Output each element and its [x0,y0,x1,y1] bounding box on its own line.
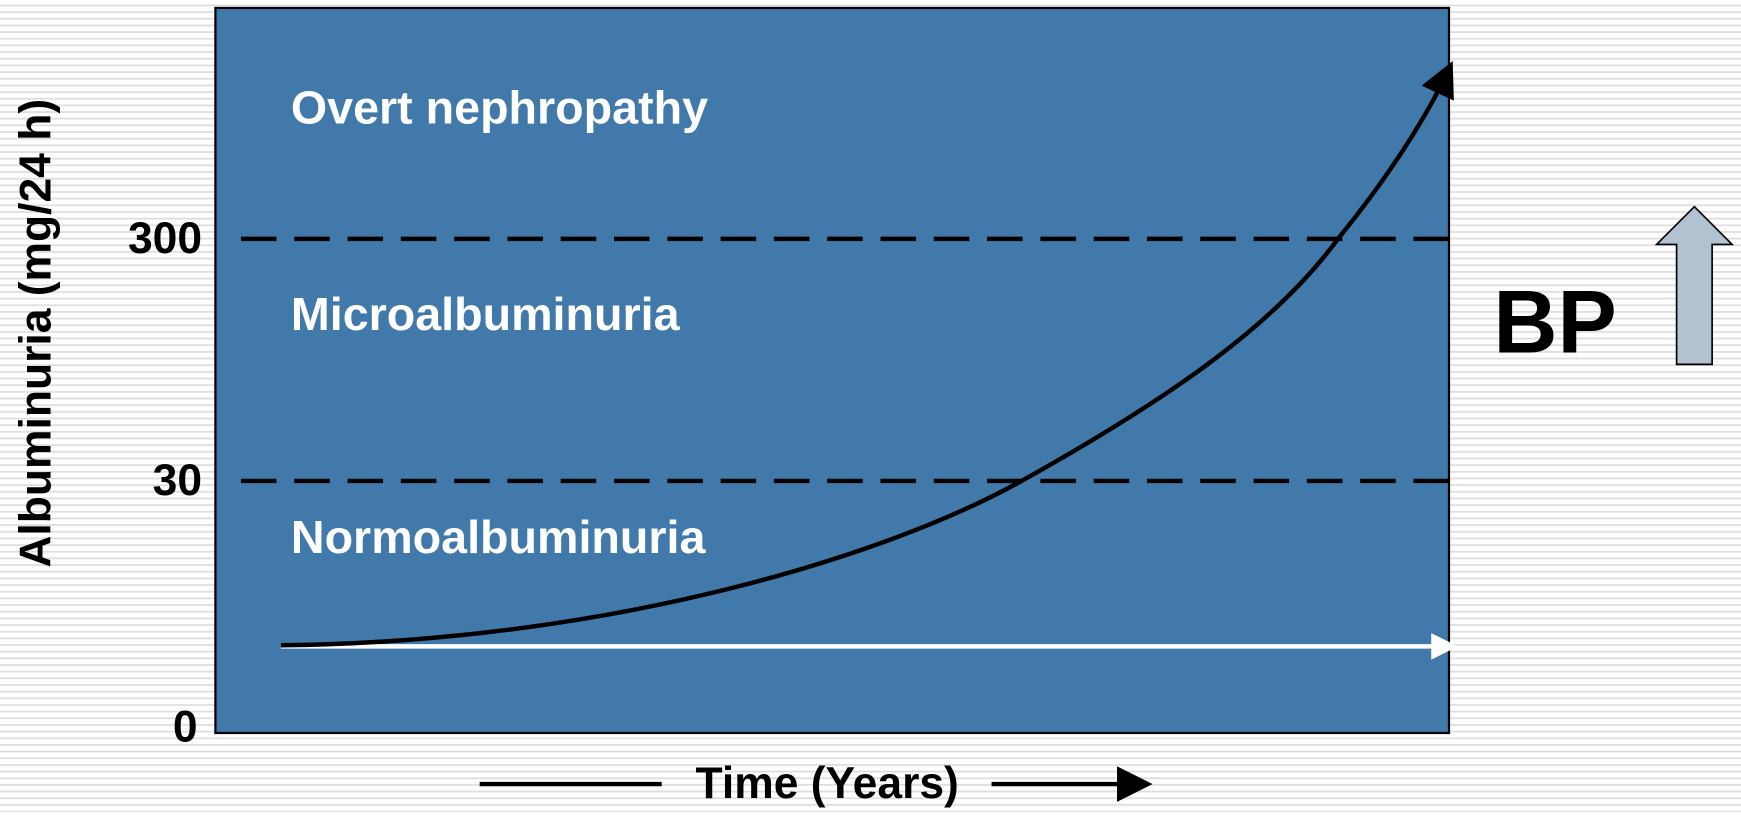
tick-label: 300 [128,214,202,263]
x-axis-label: Time (Years) [696,759,959,808]
y-axis-label: Albuminuria (mg/24 h) [12,99,61,568]
side-label: BP [1493,272,1616,371]
up-arrow [1654,205,1735,366]
plot-area [214,6,1451,735]
tick-label: 0 [173,702,198,751]
tick-label: 30 [153,456,202,505]
zone-label: Overt nephropathy [291,82,708,134]
progression-curve [280,60,1454,648]
zone-label: Normoalbuminuria [291,511,707,563]
zone-label: Microalbuminuria [291,288,681,340]
